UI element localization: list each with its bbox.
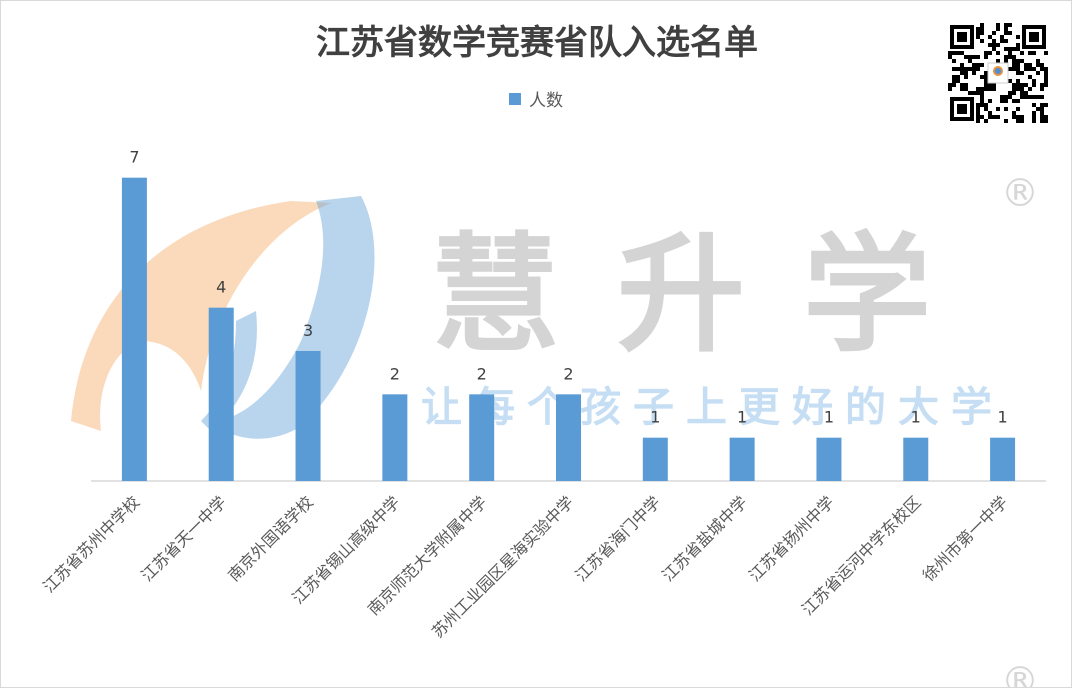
data-label: 2 <box>477 364 487 383</box>
data-label: 2 <box>390 364 400 383</box>
bar <box>382 394 408 481</box>
bar <box>295 351 321 481</box>
registered-mark: ® <box>1001 171 1039 215</box>
registered-mark-bottom: ® <box>1001 659 1039 688</box>
x-tick-label: 苏州工业园区星海实验中学 <box>428 492 577 641</box>
legend: 人数 <box>509 86 563 111</box>
x-tick-label: 徐州市第一中学 <box>919 492 1012 585</box>
slogan-watermark: 让每个孩子上更好的大学 <box>421 383 1004 431</box>
bar <box>816 437 842 481</box>
data-label: 7 <box>129 148 139 167</box>
data-label: 3 <box>303 321 313 340</box>
data-label: 1 <box>824 408 834 427</box>
bar <box>990 437 1016 481</box>
legend-label: 人数 <box>529 91 563 111</box>
bar <box>903 437 929 481</box>
logo-blue-swoosh <box>211 196 375 439</box>
bar <box>556 394 581 481</box>
logo-blue-stroke <box>201 311 257 431</box>
x-tick-label: 江苏省盐城中学 <box>658 492 751 585</box>
bar <box>121 177 147 481</box>
data-label: 1 <box>911 408 921 427</box>
data-label: 1 <box>997 408 1007 427</box>
x-tick-label: 江苏省扬州中学 <box>745 492 838 585</box>
x-tick-label: 江苏省天一中学 <box>137 492 230 585</box>
bar <box>729 437 755 481</box>
logo-orange-swoosh <box>71 201 331 431</box>
data-label: 4 <box>216 278 226 297</box>
qr-modules <box>948 23 1048 123</box>
x-tick-label: 南京外国语学校 <box>224 492 317 585</box>
data-label: 1 <box>650 408 660 427</box>
bar <box>642 437 668 481</box>
bar <box>469 394 495 481</box>
data-label: 1 <box>737 408 747 427</box>
qr-code <box>948 23 1048 123</box>
legend-swatch <box>509 92 521 105</box>
x-tick-label: 江苏省苏州中学校 <box>39 492 143 596</box>
brand-name-watermark: 慧升学 <box>431 221 990 370</box>
x-tick-label: 江苏省海门中学 <box>572 492 665 585</box>
brand-logo-watermark <box>71 196 375 439</box>
bar <box>208 307 234 481</box>
data-label: 2 <box>563 364 573 383</box>
chart-title: 江苏省数学竞赛省队入选名单 <box>316 23 758 63</box>
